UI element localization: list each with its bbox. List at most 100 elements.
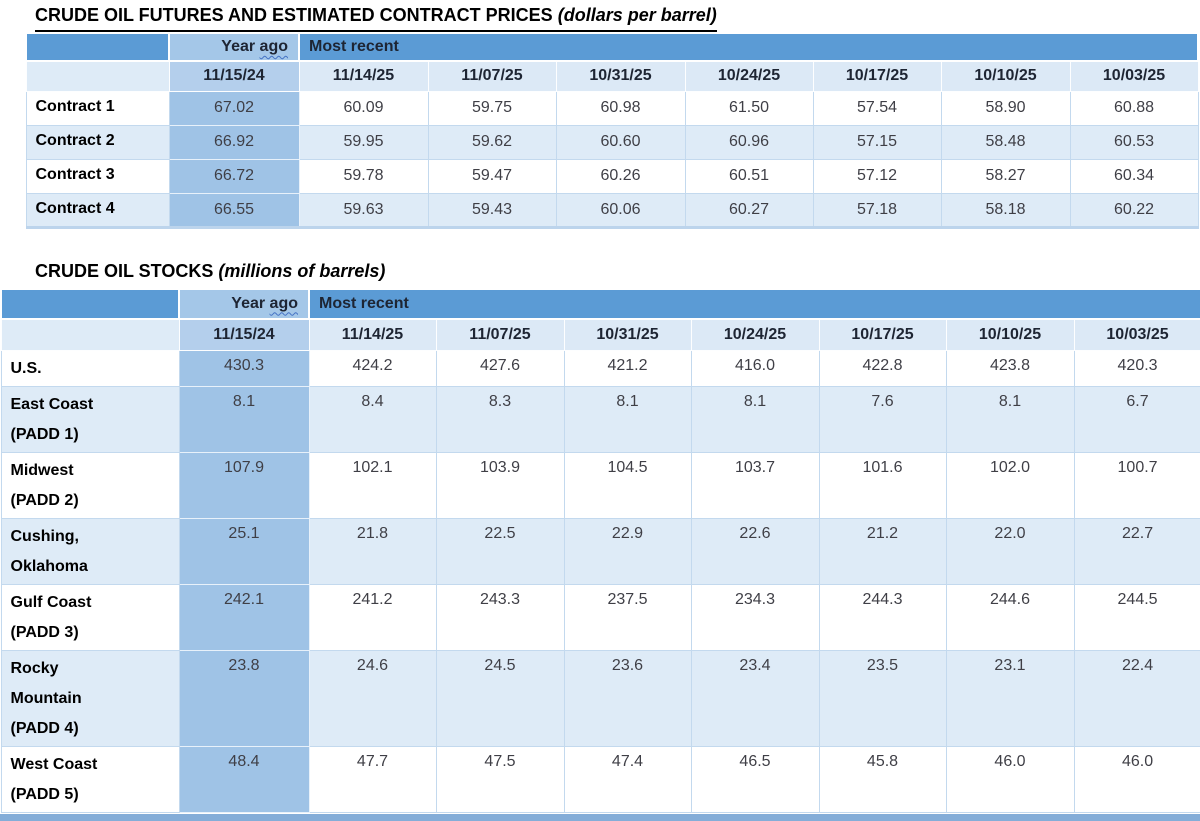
- price-cell: 57.54: [812, 90, 942, 126]
- futures-date-cell: 11/14/25: [298, 60, 429, 92]
- futures-table: Year ago Most recent 11/15/24 11/14/25 1…: [25, 32, 1200, 229]
- price-cell: 58.48: [940, 124, 1071, 160]
- futures-date-row: 11/15/24 11/14/25 11/07/25 10/31/25 10/2…: [25, 60, 1199, 92]
- row-label-cell: Contract 2: [25, 124, 170, 160]
- stock-cell: 7.6: [818, 386, 947, 453]
- next-row-top-band: [0, 813, 1200, 821]
- stock-cell: 424.2: [308, 350, 437, 387]
- stock-cell: 427.6: [435, 350, 565, 387]
- row-label-cell: Gulf Coast (PADD 3): [0, 584, 180, 651]
- stocks-date-blank-cell: [0, 318, 180, 351]
- stocks-date-cell: 10/17/25: [818, 318, 947, 351]
- price-cell: 59.62: [427, 124, 557, 160]
- stocks-date-cell: 10/31/25: [563, 318, 692, 351]
- year-ago-value-cell: 242.1: [178, 584, 310, 651]
- stock-cell: 22.0: [945, 518, 1075, 585]
- table-row: U.S. 430.3 424.2 427.6 421.2 416.0 422.8…: [0, 350, 1200, 387]
- stock-cell: 241.2: [308, 584, 437, 651]
- stock-cell: 23.1: [945, 650, 1075, 747]
- stock-cell: 244.6: [945, 584, 1075, 651]
- year-ago-value-cell: 23.8: [178, 650, 310, 747]
- stock-cell: 416.0: [690, 350, 820, 387]
- stocks-date-cell: 10/24/25: [690, 318, 820, 351]
- stocks-table: Year ago Most recent 11/15/24 11/14/25 1…: [0, 287, 1200, 813]
- table-row: West Coast (PADD 5) 48.4 47.7 47.5 47.4 …: [0, 746, 1200, 813]
- year-ago-value-cell: 66.55: [168, 192, 300, 228]
- price-cell: 59.78: [298, 158, 429, 194]
- stock-cell: 23.6: [563, 650, 692, 747]
- futures-corner-cell: [25, 32, 170, 62]
- stock-cell: 234.3: [690, 584, 820, 651]
- row-label-cell: Contract 4: [25, 192, 170, 228]
- row-label-cell: Rocky Mountain (PADD 4): [0, 650, 180, 747]
- row-label-cell: Contract 1: [25, 90, 170, 126]
- price-cell: 58.18: [940, 192, 1071, 228]
- stock-cell: 22.9: [563, 518, 692, 585]
- stock-cell: 21.8: [308, 518, 437, 585]
- stock-cell: 102.1: [308, 452, 437, 519]
- stocks-date-cell: 11/07/25: [435, 318, 565, 351]
- price-cell: 60.60: [555, 124, 686, 160]
- price-cell: 59.75: [427, 90, 557, 126]
- stock-cell: 103.7: [690, 452, 820, 519]
- row-label-cell: U.S.: [0, 350, 180, 387]
- stocks-most-recent-header: Most recent: [307, 287, 1200, 320]
- year-ago-value-cell: 430.3: [178, 350, 310, 387]
- stock-cell: 46.0: [1073, 746, 1200, 813]
- stock-cell: 24.6: [308, 650, 437, 747]
- price-cell: 60.53: [1069, 124, 1199, 160]
- row-label-cell: Cushing, Oklahoma: [0, 518, 180, 585]
- price-cell: 58.90: [940, 90, 1071, 126]
- table-row: Contract 3 66.72 59.78 59.47 60.26 60.51…: [25, 158, 1199, 194]
- futures-year-ago-date: 11/15/24: [168, 60, 300, 92]
- table-row: Contract 2 66.92 59.95 59.62 60.60 60.96…: [25, 124, 1199, 160]
- row-label-cell: Contract 3: [25, 158, 170, 194]
- year-ago-value-cell: 8.1: [178, 386, 310, 453]
- stocks-date-cell: 11/14/25: [308, 318, 437, 351]
- year-ago-value-cell: 67.02: [168, 90, 300, 126]
- table-row: Midwest (PADD 2) 107.9 102.1 103.9 104.5…: [0, 452, 1200, 519]
- stock-cell: 21.2: [818, 518, 947, 585]
- stock-cell: 22.6: [690, 518, 820, 585]
- stock-cell: 8.1: [690, 386, 820, 453]
- stock-cell: 237.5: [563, 584, 692, 651]
- stocks-band-row: Year ago Most recent: [0, 287, 1200, 320]
- stock-cell: 422.8: [818, 350, 947, 387]
- stock-cell: 244.5: [1073, 584, 1200, 651]
- futures-date-cell: 11/07/25: [427, 60, 557, 92]
- row-label-cell: West Coast (PADD 5): [0, 746, 180, 813]
- stock-cell: 8.3: [435, 386, 565, 453]
- year-ago-squiggle-word: ago: [269, 294, 298, 312]
- stock-cell: 45.8: [818, 746, 947, 813]
- price-cell: 60.26: [555, 158, 686, 194]
- stock-cell: 46.0: [945, 746, 1075, 813]
- stock-cell: 8.1: [945, 386, 1075, 453]
- price-cell: 57.15: [812, 124, 942, 160]
- futures-year-ago-header: Year ago: [168, 32, 300, 62]
- year-ago-word: Year: [221, 38, 256, 55]
- stock-cell: 244.3: [818, 584, 947, 651]
- year-ago-value-cell: 66.72: [168, 158, 300, 194]
- year-ago-squiggle-word: ago: [259, 38, 288, 55]
- futures-date-blank-cell: [25, 60, 170, 92]
- year-ago-value-cell: 66.92: [168, 124, 300, 160]
- stocks-corner-cell: [0, 287, 180, 320]
- stock-cell: 24.5: [435, 650, 565, 747]
- futures-most-recent-header: Most recent: [297, 32, 1200, 62]
- stock-cell: 6.7: [1073, 386, 1200, 453]
- stock-cell: 22.4: [1073, 650, 1200, 747]
- futures-date-cell: 10/24/25: [684, 60, 814, 92]
- futures-band-row: Year ago Most recent: [25, 32, 1200, 62]
- futures-date-cell: 10/10/25: [940, 60, 1071, 92]
- stock-cell: 104.5: [563, 452, 692, 519]
- stock-cell: 100.7: [1073, 452, 1200, 519]
- futures-title: CRUDE OIL FUTURES AND ESTIMATED CONTRACT…: [35, 3, 1200, 32]
- price-cell: 58.27: [940, 158, 1071, 194]
- price-cell: 60.88: [1069, 90, 1199, 126]
- stock-cell: 46.5: [690, 746, 820, 813]
- year-ago-word: Year: [231, 294, 266, 312]
- table-row: Rocky Mountain (PADD 4) 23.8 24.6 24.5 2…: [0, 650, 1200, 747]
- stocks-title-note: (millions of barrels): [218, 260, 386, 281]
- stock-cell: 23.5: [818, 650, 947, 747]
- stock-cell: 8.4: [308, 386, 437, 453]
